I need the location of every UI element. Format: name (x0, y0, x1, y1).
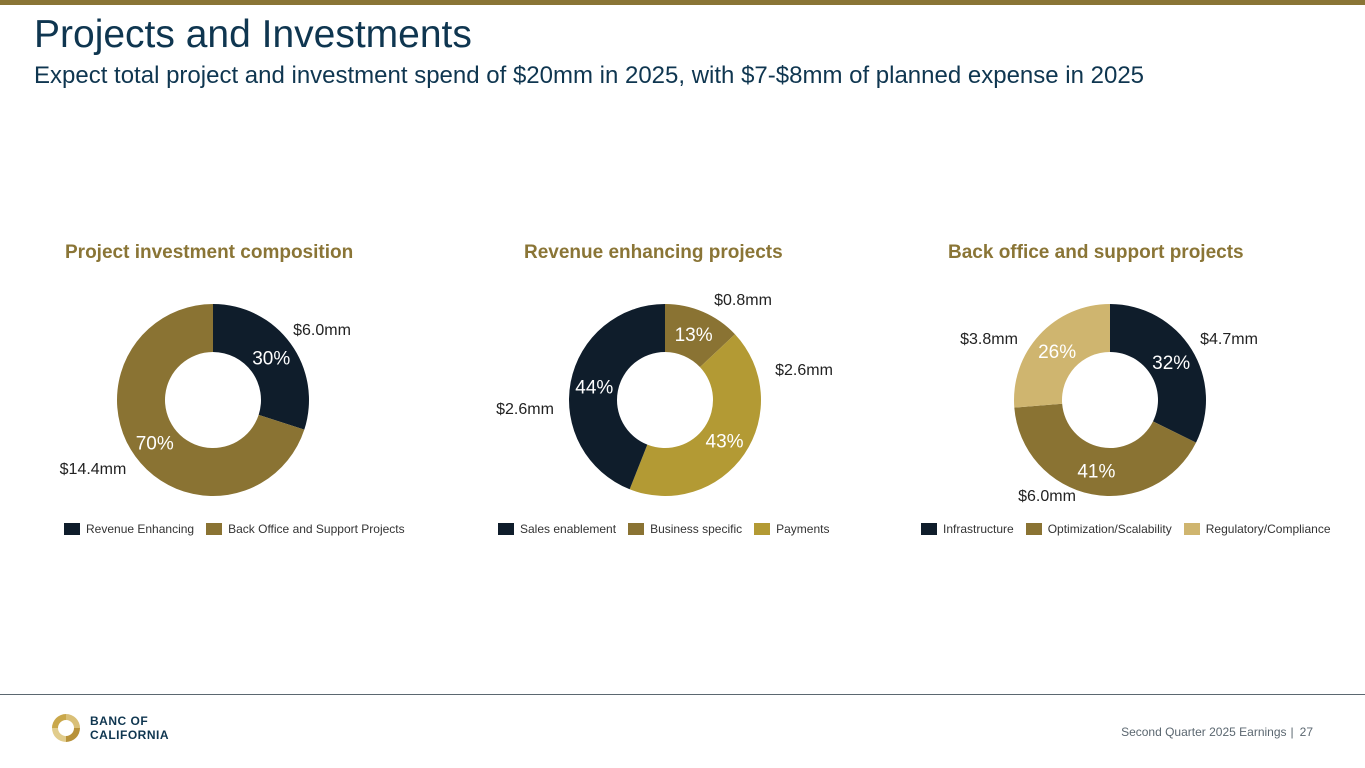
donut-chart-back-office-and-support-projects: 32% $4.7mm 41%$6.0mm 26% $3.8mm (960, 304, 1258, 505)
donut-chart-project-investment-composition: 30%$6.0mm 70% $14.4mm (60, 304, 351, 496)
amount-label-infrastructure: $4.7mm (1200, 331, 1258, 348)
legend-swatch (498, 523, 514, 535)
logo-wordmark: BANC OF CALIFORNIA (90, 714, 169, 742)
percent-label-back-office-and-support-projects: 70% (136, 433, 174, 454)
legend-item-business-specific: Business specific (628, 522, 742, 536)
logo-line-2: CALIFORNIA (90, 728, 169, 742)
legend-swatch (64, 523, 80, 535)
page-subtitle: Expect total project and investment spen… (34, 62, 1145, 89)
legend-item-infrastructure: Infrastructure (921, 522, 1014, 536)
legend-swatch (921, 523, 937, 535)
legend-revenue-enhancing-projects: Sales enablement Business specific Payme… (498, 522, 829, 536)
donut-slice-back-office-and-support-projects (117, 304, 305, 496)
percent-label-revenue-enhancing: 30% (252, 349, 290, 370)
legend-back-office-and-support-projects: Infrastructure Optimization/Scalability … (921, 522, 1331, 536)
footer-divider (0, 694, 1365, 695)
footer-label: Second Quarter 2025 Earnings (1121, 725, 1287, 739)
page-number: 27 (1299, 725, 1313, 739)
donut-slice-sales-enablement (569, 304, 665, 490)
chart-title-revenue-enhancing-projects: Revenue enhancing projects (524, 242, 783, 263)
percent-label-optimization-scalability: 41% (1077, 462, 1115, 483)
banc-of-california-logo: BANC OF CALIFORNIA (50, 712, 169, 744)
donut-slice-payments (629, 334, 762, 497)
legend-swatch (1183, 523, 1200, 535)
footer-separator: | (1290, 725, 1294, 739)
donut-slice-optimization-scalability (1014, 403, 1197, 497)
legend-project-investment-composition: Revenue Enhancing Back Office and Suppor… (64, 522, 405, 536)
percent-label-infrastructure: 32% (1152, 353, 1190, 374)
percent-label-payments: 43% (706, 431, 744, 452)
page-title: Projects and Investments (34, 13, 472, 56)
amount-label-business-specific: $0.8mm (714, 292, 772, 309)
chart-title-back-office-and-support-projects: Back office and support projects (948, 242, 1244, 263)
legend-swatch (628, 523, 645, 535)
legend-swatch (206, 523, 223, 535)
amount-label-payments: $2.6mm (775, 362, 833, 379)
donut-chart-revenue-enhancing-projects: 13%$0.8mm 43% $2.6mm 44% $2.6mm (496, 292, 833, 497)
legend-label: Regulatory/Compliance (1205, 522, 1331, 536)
percent-label-business-specific: 13% (675, 325, 713, 346)
amount-label-revenue-enhancing: $6.0mm (293, 322, 351, 339)
amount-label-sales-enablement: $2.6mm (496, 401, 554, 418)
legend-item-sales-enablement: Sales enablement (498, 522, 616, 536)
footer-text: Second Quarter 2025 Earnings | 27 (1121, 725, 1313, 739)
legend-swatch (754, 523, 771, 535)
donut-slice-business-specific (665, 304, 735, 368)
amount-label-optimization-scalability: $6.0mm (1018, 488, 1076, 505)
logo-line-1: BANC OF (90, 714, 149, 728)
legend-label: Revenue Enhancing (86, 522, 195, 536)
legend-label: Sales enablement (520, 522, 617, 536)
banc-logo-icon (52, 714, 80, 742)
donut-slice-infrastructure (1110, 304, 1206, 443)
legend-label: Payments (776, 522, 830, 536)
amount-label-regulatory-compliance: $3.8mm (960, 331, 1018, 348)
percent-label-regulatory-compliance: 26% (1038, 342, 1076, 363)
legend-label: Optimization/Scalability (1047, 522, 1172, 536)
legend-item-back-office: Back Office and Support Projects (206, 522, 405, 536)
chart-title-project-investment-composition: Project investment composition (65, 242, 354, 263)
donut-slice-regulatory-compliance (1014, 304, 1110, 408)
legend-item-payments: Payments (754, 522, 829, 536)
percent-label-sales-enablement: 44% (575, 378, 613, 399)
legend-swatch (1025, 523, 1042, 535)
donut-slice-revenue-enhancing (213, 304, 309, 430)
legend-label: Business specific (650, 522, 743, 536)
legend-label: Infrastructure (943, 522, 1014, 536)
amount-label-back-office-and-support-projects: $14.4mm (60, 461, 127, 478)
legend-item-revenue-enhancing: Revenue Enhancing (64, 522, 194, 536)
legend-item-regulatory-compliance: Regulatory/Compliance (1183, 522, 1331, 536)
top-accent-rule (0, 0, 1365, 5)
legend-item-optimization-scalability: Optimization/Scalability (1025, 522, 1172, 536)
legend-label: Back Office and Support Projects (228, 522, 405, 536)
